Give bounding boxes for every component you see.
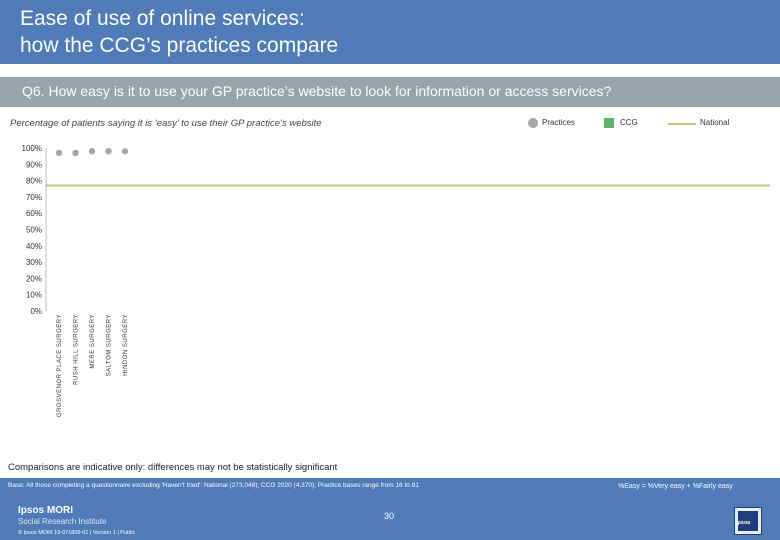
practice-point (88, 148, 96, 155)
page-title: Ease of use of online services: how the … (20, 7, 339, 57)
footer-band (0, 496, 780, 540)
legend-national-label: National (700, 118, 730, 127)
legend-national-marker (668, 123, 696, 125)
y-tick-label: 40% (26, 242, 42, 251)
page-number: 30 (384, 511, 395, 521)
category-label: MERE SURGERY (90, 314, 96, 369)
y-tick-label: 100% (22, 144, 42, 153)
practice-point (121, 148, 129, 155)
y-tick-label: 80% (26, 177, 42, 186)
y-tick-label: 10% (26, 291, 42, 300)
legend-ccg-label: CCG (620, 118, 638, 127)
y-tick-label: 0% (30, 307, 42, 316)
question-band: Q6. How easy is it to use your GP practi… (0, 77, 780, 107)
category-label: HINDON SURGERY (123, 314, 129, 376)
logo-mark (738, 511, 758, 531)
chart: 0% 10% 20% 30% 40% 50% 60% 70% 80% 90% 100% GROSVEN… (22, 144, 770, 417)
header-band (0, 0, 780, 64)
copyright: © Ipsos MORI 19-071809-01 | Version 1 | … (18, 530, 136, 536)
brand-subtitle: Social Research Institute (18, 517, 107, 526)
practice-point (105, 148, 112, 155)
y-tick-label: 30% (26, 258, 42, 267)
y-tick-label: 70% (26, 193, 42, 202)
question-text: Q6. How easy is it to use your GP practi… (22, 83, 612, 99)
y-tick-label: 60% (26, 209, 42, 218)
comparison-note: Comparisons are indicative only: differe… (8, 462, 338, 473)
y-tick-label: 90% (26, 160, 42, 169)
chart-subtitle: Percentage of patients saying it is ‘eas… (10, 118, 322, 129)
y-tick-label: 50% (26, 226, 42, 235)
category-label: SALTOM SURGERY (107, 314, 113, 376)
ipsos-logo: Ipsos (734, 507, 762, 535)
base-text: Base: All those completing a questionnai… (8, 482, 419, 489)
category-label: RUSH HILL SURGERY (74, 314, 80, 385)
legend-ccg-marker (604, 118, 614, 128)
legend-practices-marker (528, 118, 538, 128)
practice-point (72, 149, 79, 157)
practice-point (55, 149, 63, 157)
brand-name: Ipsos MORI (18, 505, 74, 516)
base-band (0, 478, 780, 496)
logo-text: Ipsos (736, 520, 751, 526)
easy-definition: %Easy = %Very easy + %Fairly easy (618, 483, 733, 490)
legend-practices-label: Practices (542, 118, 575, 127)
y-tick-label: 20% (26, 274, 42, 283)
category-label: GROSVENOR PLACE SURGERY (57, 314, 63, 417)
